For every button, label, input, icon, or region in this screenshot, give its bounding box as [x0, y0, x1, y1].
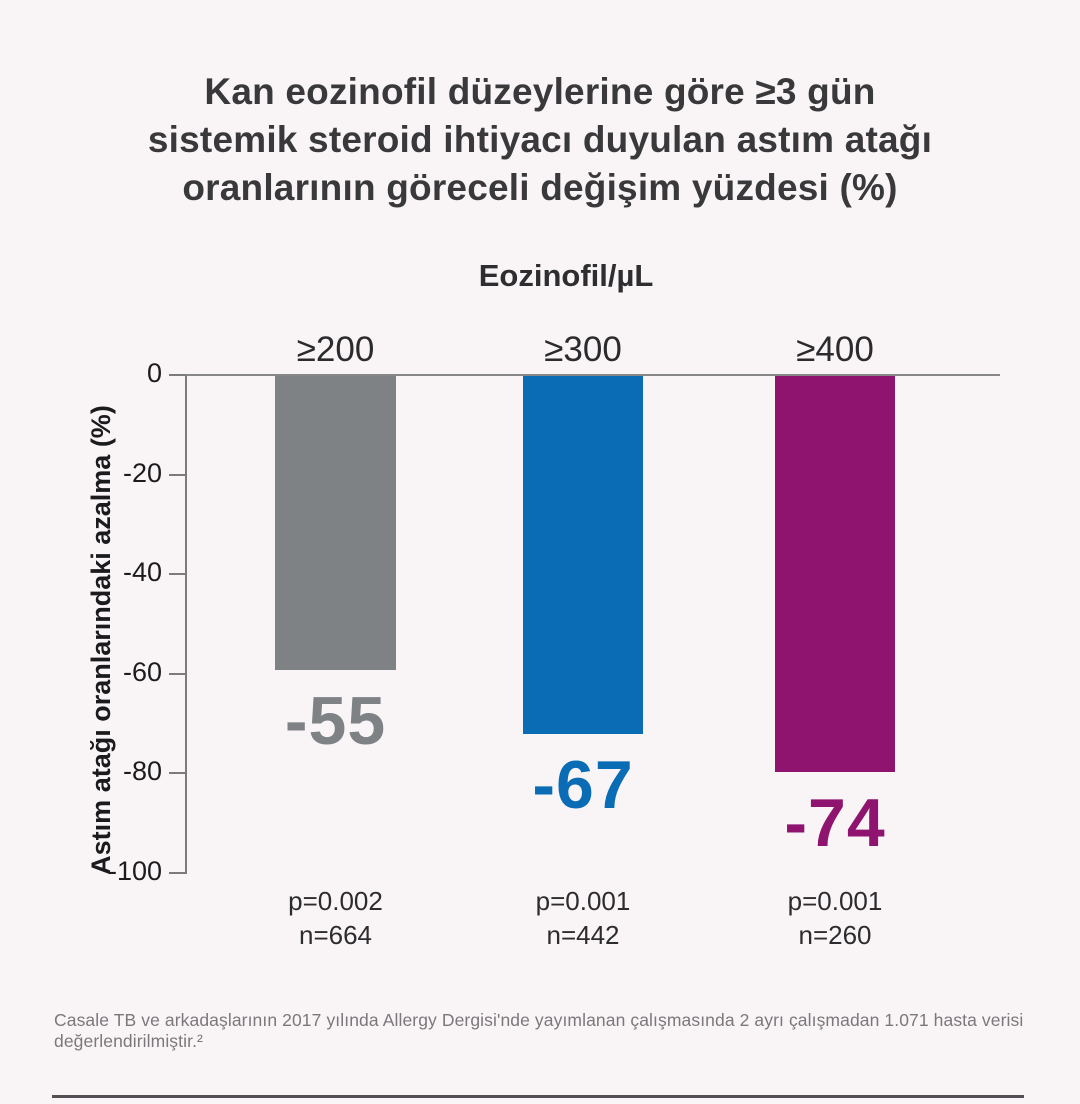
- y-tick-label-0: 0: [146, 358, 162, 388]
- column-header-eos-300: ≥300: [544, 330, 622, 369]
- bar-eos-300: [523, 376, 643, 734]
- y-tick-label--60: -60: [122, 656, 162, 687]
- value-label-eos-300: -67: [532, 747, 634, 823]
- chart-title: Kan eozinofil düzeylerine göre ≥3 gün si…: [0, 68, 1080, 212]
- bar-eos-200: [275, 376, 396, 670]
- bottom-divider-line: [52, 1095, 1024, 1098]
- p-value-eos-200: p=0.002: [288, 886, 383, 916]
- stats-eos-400: p=0.001 n=260: [788, 884, 883, 952]
- n-value-eos-400: n=260: [798, 920, 872, 950]
- y-tick-label--20: -20: [122, 457, 162, 488]
- y-tick-label--100: -100: [107, 856, 162, 886]
- n-value-eos-300: n=442: [546, 920, 620, 950]
- chart-title-line1: Kan eozinofil düzeylerine göre ≥3 gün: [204, 71, 876, 112]
- eosinophil-group-label: Eozinofil/µL: [478, 258, 654, 293]
- value-label-eos-200: -55: [284, 683, 387, 759]
- y-axis-line: [185, 374, 187, 874]
- value-label-eos-400: -74: [784, 785, 886, 861]
- bar-eos-400: [775, 376, 895, 772]
- p-value-eos-300: p=0.001: [535, 886, 631, 916]
- chart-title-line2: sistemik steroid ihtiyacı duyulan astım …: [147, 119, 933, 160]
- y-tick-label--80: -80: [122, 756, 162, 787]
- column-header-eos-400: ≥400: [796, 330, 874, 369]
- y-tick-mark-0: [169, 374, 186, 376]
- y-tick-mark--20: [169, 473, 186, 476]
- stats-eos-200: p=0.002 n=664: [288, 884, 383, 952]
- y-tick-mark--60: [169, 672, 186, 675]
- column-header-eos-200: ≥200: [296, 330, 375, 369]
- y-tick-mark--100: [169, 872, 186, 874]
- y-tick-label--40: -40: [122, 557, 162, 588]
- chart-title-line3: oranlarının göreceli değişim yüzdesi (%): [182, 167, 898, 208]
- n-value-eos-200: n=664: [298, 920, 373, 950]
- y-tick-mark--80: [169, 772, 186, 775]
- zero-baseline: [186, 374, 1000, 376]
- footnote-citation: Casale TB ve arkadaşlarının 2017 yılında…: [54, 1010, 1024, 1051]
- p-value-eos-400: p=0.001: [787, 886, 883, 916]
- y-tick-mark--40: [169, 573, 186, 576]
- stats-eos-300: p=0.001 n=442: [536, 884, 631, 952]
